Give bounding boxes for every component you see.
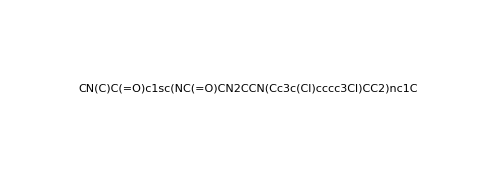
Text: CN(C)C(=O)c1sc(NC(=O)CN2CCN(Cc3c(Cl)cccc3Cl)CC2)nc1C: CN(C)C(=O)c1sc(NC(=O)CN2CCN(Cc3c(Cl)cccc… xyxy=(78,84,418,94)
